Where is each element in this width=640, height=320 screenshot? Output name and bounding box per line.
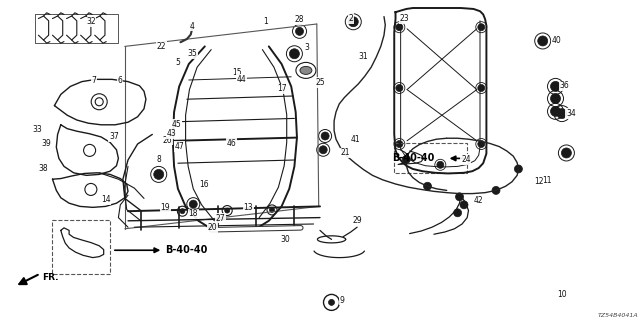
Circle shape — [403, 156, 410, 163]
Circle shape — [437, 161, 444, 168]
Text: 39: 39 — [41, 139, 51, 148]
Text: 34: 34 — [566, 109, 576, 118]
Circle shape — [321, 132, 329, 140]
Text: 8: 8 — [156, 156, 161, 164]
Text: 42: 42 — [474, 196, 484, 205]
Text: 29: 29 — [352, 216, 362, 225]
Circle shape — [515, 165, 522, 173]
Text: 12: 12 — [534, 177, 543, 186]
Text: 11: 11 — [543, 176, 552, 185]
Circle shape — [189, 200, 197, 208]
Bar — [52, 220, 110, 274]
Text: 36: 36 — [559, 81, 570, 90]
Text: 23: 23 — [399, 14, 410, 23]
Text: 2: 2 — [348, 14, 353, 23]
Circle shape — [492, 186, 500, 194]
Text: 40: 40 — [552, 36, 562, 45]
Circle shape — [550, 81, 561, 92]
Circle shape — [456, 193, 463, 201]
Text: 33: 33 — [32, 125, 42, 134]
Text: B-40-40: B-40-40 — [165, 245, 207, 255]
Circle shape — [328, 300, 335, 305]
Text: 28: 28 — [295, 15, 304, 24]
Circle shape — [319, 146, 327, 154]
Circle shape — [561, 148, 572, 158]
Text: 22: 22 — [157, 42, 166, 51]
Text: TZ54B4041A: TZ54B4041A — [597, 313, 638, 318]
Text: 5: 5 — [175, 58, 180, 67]
Circle shape — [154, 169, 164, 180]
Text: FR.: FR. — [42, 273, 59, 282]
Circle shape — [478, 84, 484, 92]
Circle shape — [550, 106, 561, 116]
Polygon shape — [394, 8, 486, 173]
Text: 15: 15 — [232, 68, 242, 77]
Text: 20: 20 — [207, 223, 218, 232]
Circle shape — [478, 140, 484, 148]
Text: 16: 16 — [198, 180, 209, 189]
Circle shape — [180, 209, 185, 214]
Text: 7: 7 — [92, 76, 97, 85]
Text: 45: 45 — [171, 120, 181, 129]
Text: 43: 43 — [166, 129, 177, 138]
Text: 27: 27 — [216, 214, 226, 223]
Circle shape — [348, 17, 358, 27]
Text: 21: 21 — [341, 148, 350, 157]
Circle shape — [454, 209, 461, 217]
Bar — [394, 143, 467, 173]
Text: 31: 31 — [358, 52, 369, 61]
Circle shape — [396, 140, 403, 148]
Text: 38: 38 — [38, 164, 49, 173]
Text: 1: 1 — [263, 17, 268, 26]
Text: 19: 19 — [160, 203, 170, 212]
Text: 44: 44 — [237, 75, 247, 84]
Text: 46: 46 — [227, 139, 237, 148]
Text: 47: 47 — [174, 142, 184, 151]
Text: 25: 25 — [315, 78, 325, 87]
Text: 26: 26 — [163, 136, 173, 145]
Text: 18: 18 — [189, 209, 198, 218]
Circle shape — [269, 207, 275, 212]
Text: 10: 10 — [557, 290, 567, 299]
Text: 37: 37 — [109, 132, 119, 141]
Circle shape — [538, 36, 548, 46]
Text: 35: 35 — [187, 49, 197, 58]
Ellipse shape — [300, 66, 312, 74]
Circle shape — [557, 108, 567, 119]
Circle shape — [460, 201, 468, 209]
Text: 9: 9 — [340, 296, 345, 305]
Text: 4: 4 — [189, 22, 195, 31]
Text: 30: 30 — [280, 235, 290, 244]
Text: 17: 17 — [276, 84, 287, 93]
Text: 3: 3 — [305, 43, 310, 52]
Text: B-40-40: B-40-40 — [392, 153, 434, 164]
Circle shape — [424, 182, 431, 190]
Text: 6: 6 — [118, 76, 123, 85]
Circle shape — [289, 49, 300, 59]
Circle shape — [478, 24, 484, 31]
Circle shape — [296, 28, 303, 36]
Text: 13: 13 — [243, 204, 253, 212]
Circle shape — [396, 24, 403, 31]
Circle shape — [550, 93, 561, 104]
Circle shape — [225, 208, 230, 213]
Text: 41: 41 — [350, 135, 360, 144]
Circle shape — [396, 84, 403, 92]
Text: 24: 24 — [461, 155, 471, 164]
Text: 14: 14 — [100, 196, 111, 204]
Text: 32: 32 — [86, 17, 96, 26]
